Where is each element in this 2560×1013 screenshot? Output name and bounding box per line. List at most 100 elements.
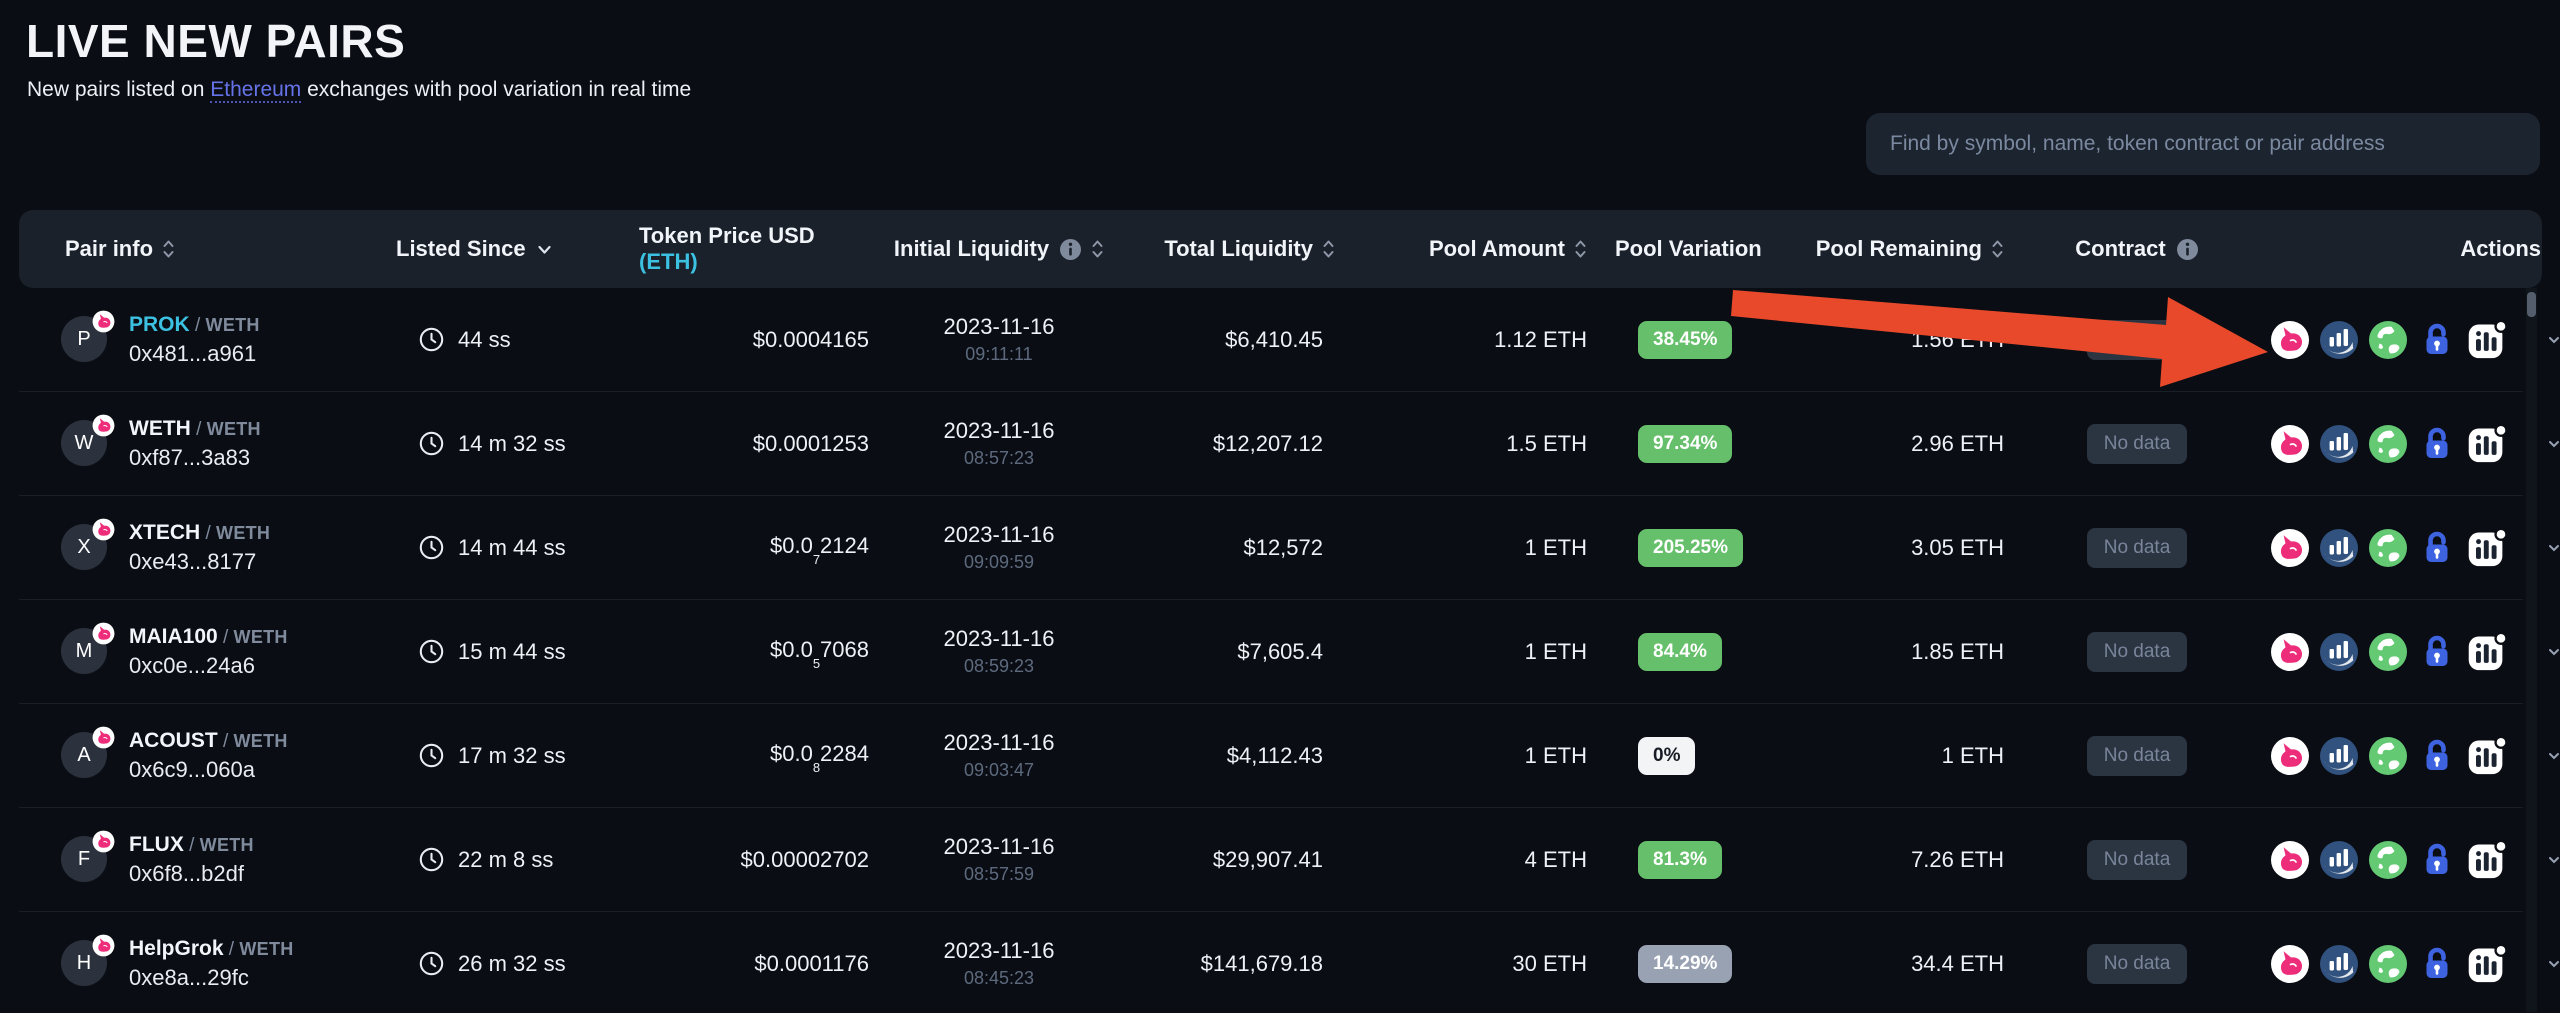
etherscan-icon[interactable] <box>2319 840 2359 880</box>
sort-icon[interactable] <box>1991 237 2004 261</box>
listed-since-value: 14 m 44 ss <box>458 534 566 560</box>
listing-date: 2023-11-16 <box>943 626 1055 651</box>
etherscan-icon[interactable] <box>2319 320 2359 360</box>
pool-chart-icon[interactable] <box>2466 527 2506 568</box>
pair-address: 0xe8a...29fc <box>129 964 249 990</box>
pool-variation-cell: 0% <box>1589 736 1774 775</box>
token-symbol[interactable]: HelpGrok <box>129 936 224 960</box>
uniswap-icon[interactable] <box>2270 840 2310 880</box>
pool-chart-icon[interactable] <box>2466 319 2506 360</box>
table-row[interactable]: H HelpGrok / WETH 0xe8a...29fc 26 m 32 ss $0… <box>19 912 2523 1013</box>
liquidity-lock-icon[interactable] <box>2417 840 2457 880</box>
pool-chart-icon[interactable] <box>2466 631 2506 672</box>
liquidity-lock-icon[interactable] <box>2417 632 2457 672</box>
explorer-globe-icon[interactable] <box>2368 944 2408 984</box>
token-symbol[interactable]: XTECH <box>129 520 201 544</box>
column-label-initial: Initial Liquidity <box>893 236 1050 261</box>
token-symbol[interactable]: MAIA100 <box>129 624 218 648</box>
pool-variation-cell: 81.3% <box>1589 840 1774 879</box>
liquidity-lock-icon[interactable] <box>2417 424 2457 464</box>
liquidity-lock-icon[interactable] <box>2417 528 2457 568</box>
liquidity-lock-icon[interactable] <box>2417 736 2457 776</box>
token-avatar: X <box>61 519 115 571</box>
table-row[interactable]: X XTECH / WETH 0xe43...8177 14 m 44 ss $0.07… <box>19 496 2523 600</box>
etherscan-icon[interactable] <box>2319 944 2359 984</box>
row-edge-chevron-icon <box>2548 334 2560 346</box>
explorer-globe-icon[interactable] <box>2368 424 2408 464</box>
explorer-globe-icon[interactable] <box>2368 632 2408 672</box>
liquidity-lock-icon[interactable] <box>2417 944 2457 984</box>
token-symbol[interactable]: FLUX <box>129 832 184 856</box>
sort-icon[interactable] <box>162 237 175 261</box>
explorer-globe-icon[interactable] <box>2368 840 2408 880</box>
pool-chart-icon[interactable] <box>2466 943 2506 984</box>
listing-date: 2023-11-16 <box>943 834 1055 859</box>
uniswap-icon[interactable] <box>2270 944 2310 984</box>
uniswap-icon[interactable] <box>2270 320 2310 360</box>
scrollbar-thumb[interactable] <box>2527 292 2536 317</box>
column-header-amount[interactable]: Pool Amount <box>1349 236 1589 262</box>
search-input[interactable] <box>1866 113 2540 175</box>
uniswap-badge-icon <box>92 726 115 749</box>
column-header-listed[interactable]: Listed Since <box>394 236 639 262</box>
table-row[interactable]: P PROK / WETH 0x481...a961 44 ss $0.0004165 2… <box>19 288 2523 392</box>
explorer-globe-icon[interactable] <box>2368 320 2408 360</box>
pool-chart-icon[interactable] <box>2466 839 2506 880</box>
sort-icon[interactable] <box>1322 237 1335 261</box>
pool-chart-icon[interactable] <box>2466 423 2506 464</box>
explorer-globe-icon[interactable] <box>2368 528 2408 568</box>
token-symbol[interactable]: ACOUST <box>129 728 218 752</box>
token-symbol[interactable]: WETH <box>129 416 191 440</box>
row-edge-chevron-icon <box>2548 854 2560 866</box>
column-header-remaining[interactable]: Pool Remaining <box>1774 236 2012 262</box>
column-header-pair[interactable]: Pair info <box>19 236 394 262</box>
uniswap-icon[interactable] <box>2270 736 2310 776</box>
quote-symbol: WETH <box>239 938 294 959</box>
listing-time: 09:03:47 <box>963 760 1035 780</box>
token-symbol[interactable]: PROK <box>129 312 190 336</box>
pool-chart-icon[interactable] <box>2466 735 2506 776</box>
column-header-total[interactable]: Total Liquidity <box>1119 236 1349 262</box>
token-price-value: $0.0004165 <box>752 326 869 352</box>
uniswap-icon[interactable] <box>2270 632 2310 672</box>
uniswap-icon[interactable] <box>2270 424 2310 464</box>
etherscan-icon[interactable] <box>2319 632 2359 672</box>
price-zero-count-subscript: 7 <box>812 551 821 567</box>
pool-amount-cell: 30 ETH <box>1349 951 1589 977</box>
contract-status-badge: No data <box>2086 943 2188 984</box>
table-row[interactable]: M MAIA100 / WETH 0xc0e...24a6 15 m 44 ss $0.… <box>19 600 2523 704</box>
pair-symbols: ACOUST / WETH <box>129 729 288 753</box>
table-row[interactable]: F FLUX / WETH 0x6f8...b2df 22 m 8 ss $0.0000… <box>19 808 2523 912</box>
table-row[interactable]: A ACOUST / WETH 0x6c9...060a 17 m 32 ss $0.0… <box>19 704 2523 808</box>
table-body: P PROK / WETH 0x481...a961 44 ss $0.0004165 2… <box>19 288 2523 1013</box>
explorer-globe-icon[interactable] <box>2368 736 2408 776</box>
sort-icon[interactable] <box>1091 237 1104 261</box>
pool-remaining-value: 34.4 ETH <box>1911 950 2004 976</box>
listed-since-value: 26 m 32 ss <box>458 950 566 976</box>
clock-icon <box>418 950 445 977</box>
pair-text: PROK / WETH 0x481...a961 <box>129 313 260 366</box>
table-row[interactable]: W WETH / WETH 0xf87...3a83 14 m 32 ss $0.000… <box>19 392 2523 496</box>
column-header-initial[interactable]: Initial Liquidity <box>879 236 1119 262</box>
pair-symbols: HelpGrok / WETH <box>129 937 294 961</box>
contract-cell: No data <box>2012 527 2262 568</box>
info-icon[interactable] <box>2176 238 2199 261</box>
token-price-cell: $0.00002702 <box>639 847 879 873</box>
ethereum-link[interactable]: Ethereum <box>210 78 302 103</box>
etherscan-icon[interactable] <box>2319 736 2359 776</box>
listed-since-value: 15 m 44 ss <box>458 638 566 664</box>
etherscan-icon[interactable] <box>2319 528 2359 568</box>
listed-since-cell: 14 m 44 ss <box>394 534 639 561</box>
total-liquidity-value: $29,907.41 <box>1212 846 1323 872</box>
uniswap-icon[interactable] <box>2270 528 2310 568</box>
chevron-down-icon[interactable] <box>536 241 553 258</box>
scrollbar-track[interactable] <box>2526 288 2537 1012</box>
info-icon[interactable] <box>1059 238 1082 261</box>
column-header-contract: Contract <box>2012 236 2262 262</box>
sort-icon[interactable] <box>1574 237 1587 261</box>
liquidity-lock-icon[interactable] <box>2417 320 2457 360</box>
column-header-variation: Pool Variation <box>1589 236 1774 262</box>
quote-symbol: WETH <box>233 730 288 751</box>
pair-address: 0xe43...8177 <box>129 548 257 574</box>
etherscan-icon[interactable] <box>2319 424 2359 464</box>
